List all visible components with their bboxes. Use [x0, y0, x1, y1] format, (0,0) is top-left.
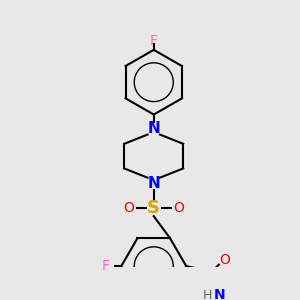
Text: N: N — [214, 289, 225, 300]
Text: F: F — [150, 34, 158, 48]
Text: H: H — [202, 289, 212, 300]
Text: O: O — [220, 253, 230, 267]
Text: O: O — [124, 202, 134, 215]
Text: O: O — [173, 202, 184, 215]
Text: N: N — [147, 176, 160, 191]
Text: N: N — [147, 121, 160, 136]
Text: S: S — [147, 200, 160, 217]
Text: F: F — [102, 259, 110, 273]
